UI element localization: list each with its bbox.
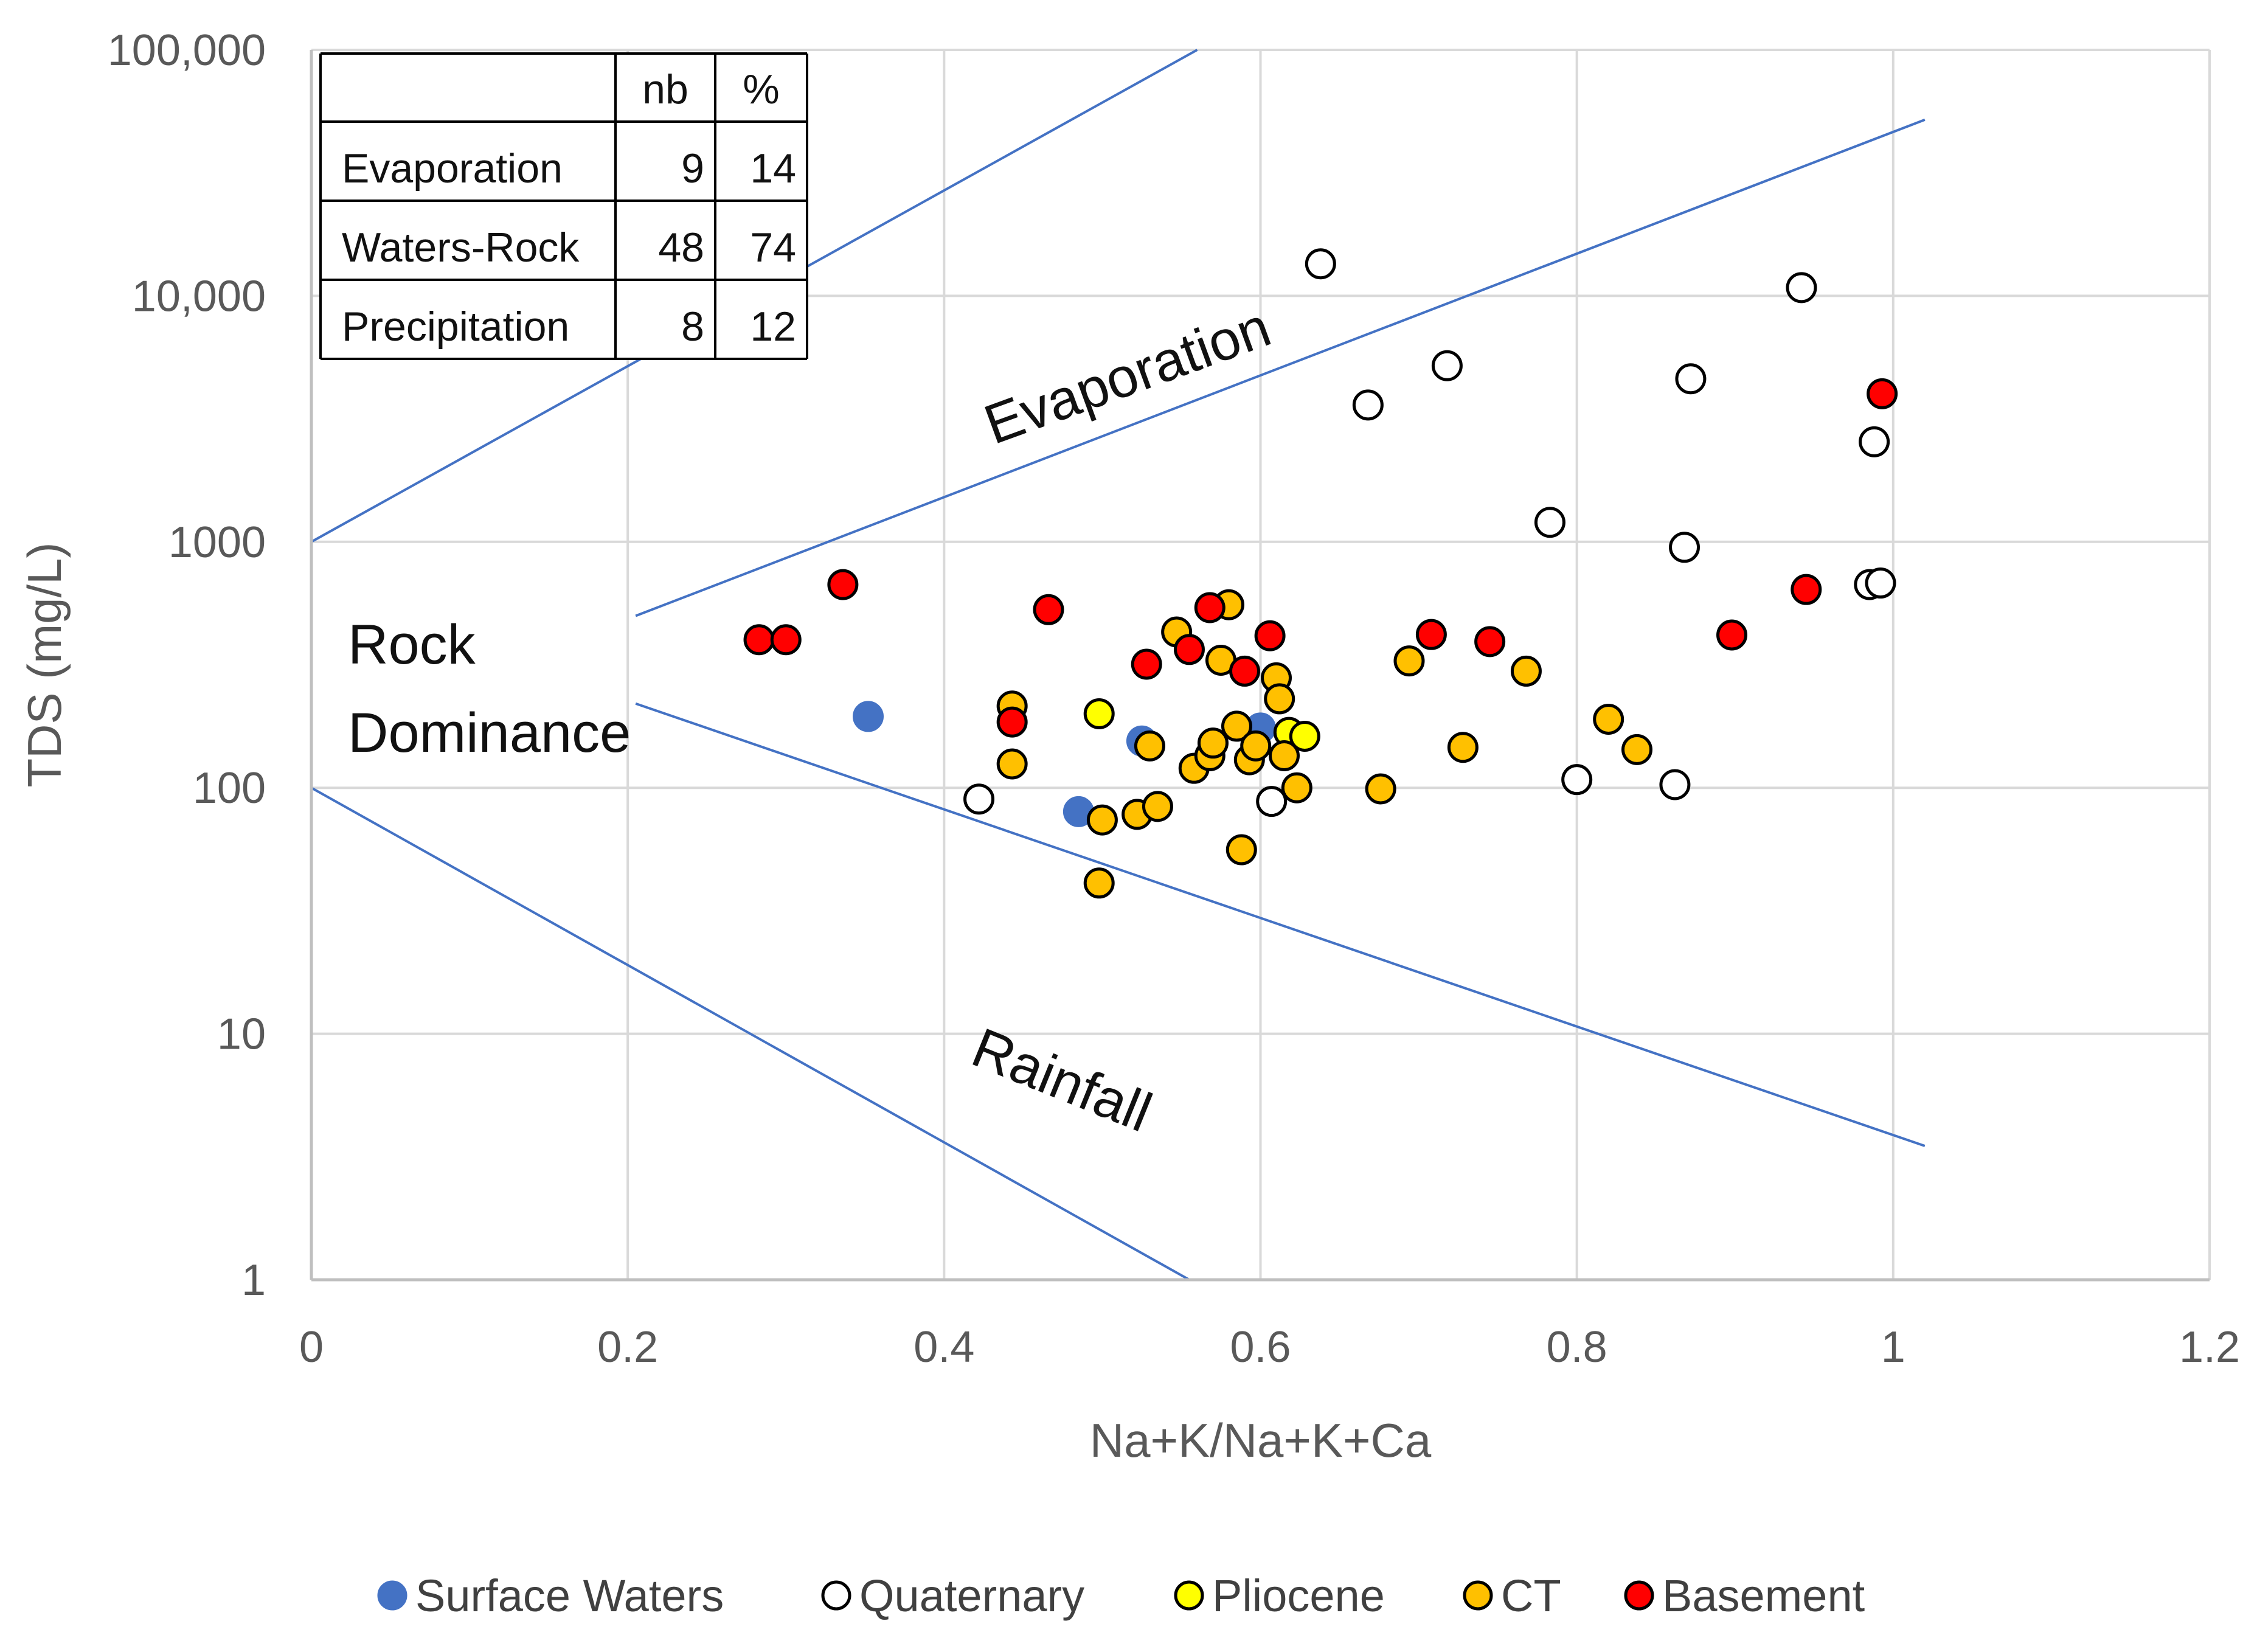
x-tick-label: 0 <box>299 1323 324 1372</box>
point-quaternary <box>1534 507 1565 538</box>
point-basement <box>1867 378 1898 409</box>
point-quaternary <box>1859 426 1890 457</box>
table-row-label: Precipitation <box>342 304 569 350</box>
point-basement <box>1791 574 1822 605</box>
point-ct <box>1621 734 1652 765</box>
point-quaternary <box>1256 786 1288 817</box>
point-basement <box>743 624 775 656</box>
point-quaternary <box>963 783 995 815</box>
data-points <box>743 248 1898 899</box>
legend-label-ct: CT <box>1501 1570 1561 1621</box>
table-cell-nb: 9 <box>681 145 704 192</box>
rock-dominance-label-line1: Rock <box>348 614 476 676</box>
x-tick-label: 0.4 <box>914 1323 974 1372</box>
x-tick-label: 1 <box>1881 1323 1905 1372</box>
point-quaternary <box>1669 532 1701 563</box>
point-quaternary <box>1352 389 1384 421</box>
boundary-line <box>311 786 1190 1281</box>
x-tick-label: 0.6 <box>1230 1323 1291 1372</box>
legend-marker-ct <box>1463 1580 1493 1611</box>
x-tick-label: 0.8 <box>1547 1323 1607 1372</box>
gridlines <box>311 49 2211 1280</box>
table-header-cell: % <box>743 66 779 113</box>
point-surface-waters <box>852 701 884 732</box>
x-axis-title: Na+K/Na+K+Ca <box>1090 1414 1432 1467</box>
point-basement <box>827 569 859 600</box>
point-ct <box>1083 867 1115 899</box>
point-basement <box>1474 626 1506 658</box>
point-ct <box>1281 772 1312 803</box>
point-quaternary <box>1431 350 1463 381</box>
table-cell-nb: 8 <box>681 304 704 350</box>
y-tick-label: 1 <box>241 1256 266 1305</box>
rock-dominance-label-line2: Dominance <box>348 702 631 764</box>
y-tick-label: 100,000 <box>108 26 266 75</box>
legend-marker-surface-waters <box>377 1580 407 1611</box>
point-quaternary <box>1675 363 1707 395</box>
point-ct <box>1510 655 1542 687</box>
point-ct <box>1142 791 1173 822</box>
point-ct <box>1593 703 1624 735</box>
y-tick-label: 10 <box>217 1010 266 1059</box>
y-tick-label: 1000 <box>168 518 266 567</box>
table-cell-nb: 48 <box>658 224 704 271</box>
legend-label-quaternary: Quaternary <box>859 1570 1084 1621</box>
legend-label-pliocene: Pliocene <box>1212 1570 1385 1621</box>
point-basement <box>996 706 1028 738</box>
point-quaternary <box>1659 769 1691 800</box>
point-pliocene <box>1289 720 1320 752</box>
point-quaternary <box>1786 272 1817 304</box>
point-basement <box>1173 634 1205 665</box>
x-tick-label: 0.2 <box>597 1323 658 1372</box>
table-cell-percent: 14 <box>750 145 796 192</box>
point-pliocene <box>1083 698 1115 729</box>
table-row-label: Evaporation <box>342 145 563 192</box>
legend: Surface Waters Quaternary Pliocene CT Baseme… <box>377 1570 1865 1621</box>
summary-table: nb % Evaporation 9 14 Waters-Rock 48 74 Precipit… <box>319 52 808 360</box>
legend-marker-basement <box>1624 1580 1654 1611</box>
point-basement <box>1229 655 1260 687</box>
legend-label-basement: Basement <box>1662 1570 1865 1621</box>
point-quaternary <box>1865 567 1896 599</box>
point-ct <box>1240 730 1272 762</box>
table-header-cell: nb <box>642 66 688 113</box>
point-ct <box>1365 773 1396 805</box>
point-basement <box>1194 592 1226 623</box>
point-basement <box>1716 619 1748 651</box>
point-ct <box>1197 727 1229 759</box>
point-ct <box>1134 730 1165 762</box>
boundary-line <box>635 118 1926 617</box>
table-cell-percent: 74 <box>750 224 796 271</box>
point-ct <box>1447 732 1479 763</box>
legend-marker-pliocene <box>1174 1580 1204 1611</box>
table-row-label: Waters-Rock <box>342 224 580 271</box>
point-ct <box>1226 834 1257 866</box>
point-ct <box>1264 683 1295 715</box>
point-ct <box>996 748 1028 780</box>
table-background <box>321 54 807 359</box>
point-quaternary <box>1305 248 1336 280</box>
y-axis-title: TDS (mg/L) <box>18 542 71 787</box>
boundary-line <box>635 702 1926 1147</box>
table-cell-percent: 12 <box>750 304 796 350</box>
legend-label-surface-waters: Surface Waters <box>415 1570 724 1621</box>
y-tick-label: 100 <box>193 764 266 813</box>
point-ct <box>1086 804 1118 836</box>
point-ct <box>1269 740 1300 771</box>
point-basement <box>770 624 802 656</box>
point-basement <box>1131 648 1162 680</box>
y-tick-label: 10,000 <box>132 272 266 321</box>
point-basement <box>1033 594 1064 625</box>
x-tick-label: 1.2 <box>2179 1323 2240 1372</box>
point-basement <box>1415 619 1447 650</box>
point-quaternary <box>1561 764 1593 796</box>
point-ct <box>1393 645 1425 677</box>
axes: 0 0.2 0.4 0.6 0.8 1 1.2 1 10 100 1000 10,000 100,000 <box>108 26 2240 1372</box>
point-ct <box>1221 710 1252 742</box>
point-basement <box>1254 620 1286 651</box>
legend-marker-quaternary <box>821 1580 851 1611</box>
